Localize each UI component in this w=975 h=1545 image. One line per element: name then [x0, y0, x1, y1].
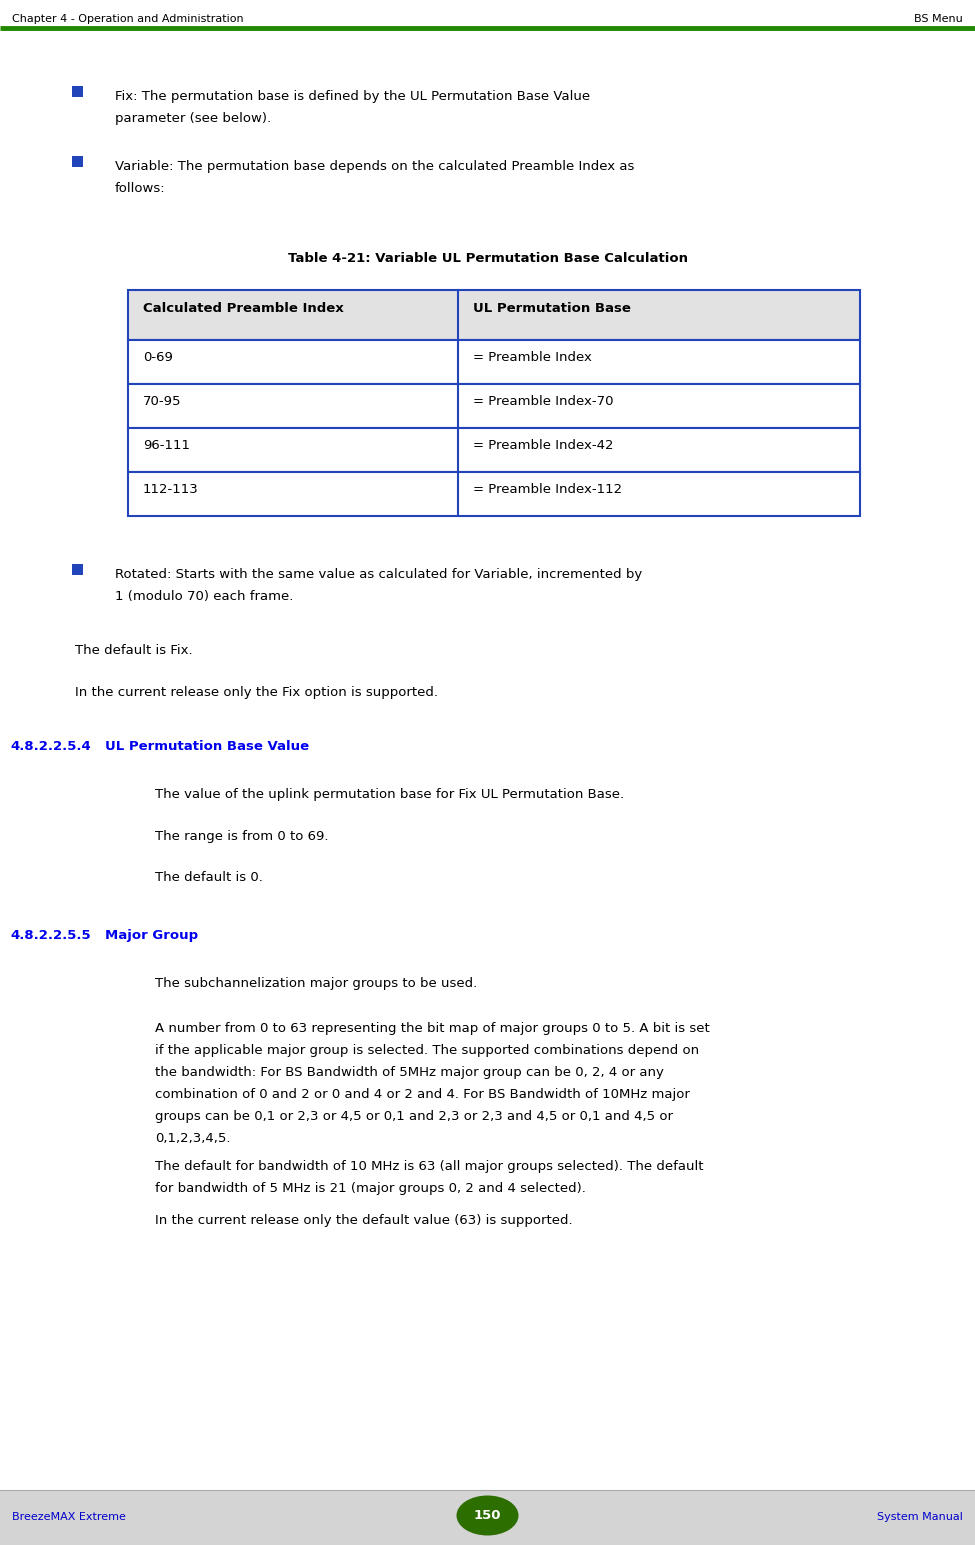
Bar [128, 290, 860, 340]
Text: combination of 0 and 2 or 0 and 4 or 2 and 4. For BS Bandwidth of 10MHz major: combination of 0 and 2 or 0 and 4 or 2 a… [155, 1088, 690, 1100]
Text: = Preamble Index-42: = Preamble Index-42 [473, 439, 613, 453]
Bar [128, 385, 860, 428]
Text: The default is Fix.: The default is Fix. [75, 644, 193, 657]
Text: Major Group: Major Group [105, 929, 198, 942]
Text: Rotated: Starts with the same value as calculated for Variable, incremented by: Rotated: Starts with the same value as c… [115, 567, 643, 581]
Text: parameter (see below).: parameter (see below). [115, 111, 271, 125]
Text: The subchannelization major groups to be used.: The subchannelization major groups to be… [155, 976, 477, 990]
Text: 0-69: 0-69 [143, 351, 173, 365]
Text: 96-111: 96-111 [143, 439, 190, 453]
Text: Fix: The permutation base is defined by the UL Permutation Base Value: Fix: The permutation base is defined by … [115, 90, 590, 104]
Text: System Manual: System Manual [878, 1513, 963, 1522]
Text: 1 (modulo 70) each frame.: 1 (modulo 70) each frame. [115, 590, 293, 603]
Text: 150: 150 [474, 1509, 501, 1522]
Text: 0,1,2,3,4,5.: 0,1,2,3,4,5. [155, 1131, 230, 1145]
Ellipse shape [456, 1496, 519, 1536]
Text: for bandwidth of 5 MHz is 21 (major groups 0, 2 and 4 selected).: for bandwidth of 5 MHz is 21 (major grou… [155, 1182, 586, 1194]
Text: = Preamble Index-112: = Preamble Index-112 [473, 484, 622, 496]
Text: 70-95: 70-95 [143, 396, 181, 408]
Text: 4.8.2.2.5.4: 4.8.2.2.5.4 [10, 740, 91, 752]
Text: 4.8.2.2.5.5: 4.8.2.2.5.5 [10, 929, 91, 942]
Text: the bandwidth: For BS Bandwidth of 5MHz major group can be 0, 2, 4 or any: the bandwidth: For BS Bandwidth of 5MHz … [155, 1066, 664, 1078]
Text: The default is 0.: The default is 0. [155, 871, 263, 884]
Text: BreezeMAX Extreme: BreezeMAX Extreme [12, 1513, 126, 1522]
Bar [128, 473, 860, 516]
Text: The default for bandwidth of 10 MHz is 63 (all major groups selected). The defau: The default for bandwidth of 10 MHz is 6… [155, 1160, 704, 1173]
Text: Variable: The permutation base depends on the calculated Preamble Index as: Variable: The permutation base depends o… [115, 161, 635, 173]
Text: groups can be 0,1 or 2,3 or 4,5 or 0,1 and 2,3 or 2,3 and 4,5 or 0,1 and 4,5 or: groups can be 0,1 or 2,3 or 4,5 or 0,1 a… [155, 1109, 673, 1123]
Text: Chapter 4 - Operation and Administration: Chapter 4 - Operation and Administration [12, 14, 244, 25]
Text: The range is from 0 to 69.: The range is from 0 to 69. [155, 830, 329, 842]
Text: In the current release only the Fix option is supported.: In the current release only the Fix opti… [75, 686, 438, 698]
Text: = Preamble Index-70: = Preamble Index-70 [473, 396, 613, 408]
Bar [128, 340, 860, 385]
Text: UL Permutation Base Value: UL Permutation Base Value [105, 740, 309, 752]
Bar [72, 156, 83, 167]
Text: A number from 0 to 63 representing the bit map of major groups 0 to 5. A bit is : A number from 0 to 63 representing the b… [155, 1021, 710, 1035]
Bar [72, 564, 83, 575]
Text: In the current release only the default value (63) is supported.: In the current release only the default … [155, 1214, 572, 1227]
Bar [0, 1489, 975, 1545]
Text: BS Menu: BS Menu [915, 14, 963, 25]
Text: Table 4-21: Variable UL Permutation Base Calculation: Table 4-21: Variable UL Permutation Base… [288, 252, 687, 266]
Text: follows:: follows: [115, 182, 166, 195]
Text: = Preamble Index: = Preamble Index [473, 351, 592, 365]
Text: Calculated Preamble Index: Calculated Preamble Index [143, 303, 344, 315]
Text: The value of the uplink permutation base for Fix UL Permutation Base.: The value of the uplink permutation base… [155, 788, 624, 800]
Text: 112-113: 112-113 [143, 484, 199, 496]
Text: UL Permutation Base: UL Permutation Base [473, 303, 631, 315]
Bar [72, 87, 83, 97]
Bar [128, 428, 860, 473]
Text: if the applicable major group is selected. The supported combinations depend on: if the applicable major group is selecte… [155, 1043, 699, 1057]
